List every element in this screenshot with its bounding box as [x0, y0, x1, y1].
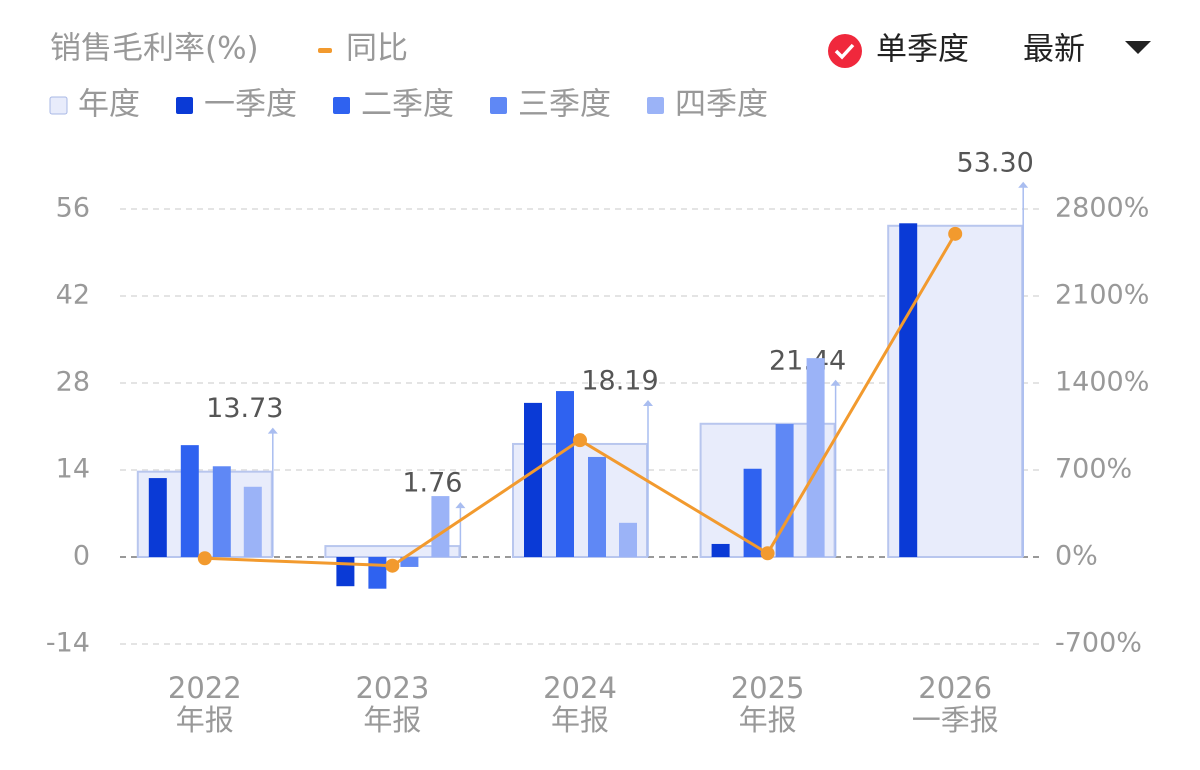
- quarter-bar: [619, 522, 637, 557]
- yoy-point: [385, 558, 400, 573]
- y-tick-label: 28: [56, 367, 90, 398]
- yoy-point: [948, 226, 963, 241]
- quarter-bar: [711, 543, 730, 557]
- quarter-bar: [180, 445, 199, 557]
- legend-swatch: [647, 97, 664, 114]
- y2-tick-label: 2100%: [1055, 280, 1149, 311]
- quarter-bar: [148, 478, 167, 557]
- y2-tick-label: 700%: [1055, 454, 1132, 485]
- y2-tick-label: 1400%: [1055, 367, 1149, 398]
- legend-swatch: [176, 97, 193, 114]
- quarter-bar: [899, 223, 918, 558]
- legend-label: 四季度: [675, 87, 768, 123]
- legend-label: 一季度: [204, 87, 297, 123]
- legend-swatch: [318, 48, 332, 53]
- x-tick-label: 2023: [355, 671, 429, 705]
- controls[interactable]: 单季度 最新: [828, 32, 1151, 69]
- x-tick-label: 2026: [918, 671, 992, 705]
- legend-label: 同比: [346, 31, 408, 67]
- quarter-bar: [775, 424, 794, 557]
- y-tick-label: 42: [56, 280, 90, 311]
- check-mark: [834, 43, 855, 60]
- annual-marker-head: [267, 427, 278, 434]
- x-tick-label: 年报: [363, 703, 421, 737]
- period-select[interactable]: 最新: [1023, 32, 1085, 68]
- annual-marker-head: [830, 379, 841, 386]
- legend-label: 二季度: [361, 87, 454, 123]
- y2-tick-label: 0%: [1055, 541, 1098, 572]
- yoy-point: [197, 551, 212, 566]
- yoy-point: [760, 546, 775, 561]
- quarter-bar: [556, 391, 574, 557]
- chart-title: 销售毛利率(%): [50, 31, 259, 67]
- quarter-bar: [400, 557, 419, 567]
- quarter-bar: [336, 557, 355, 587]
- quarter-bar: [431, 496, 450, 557]
- y2-tick-label: -700%: [1055, 628, 1142, 659]
- y-tick-label: 0: [73, 541, 90, 572]
- quarter-bar: [368, 557, 387, 589]
- value-label: 53.30: [957, 147, 1034, 178]
- annual-marker-head: [455, 502, 466, 509]
- quarter-bar: [524, 402, 542, 557]
- y-tick-label: 14: [56, 454, 90, 485]
- single-quarter-toggle[interactable]: 单季度: [876, 32, 969, 68]
- check-icon[interactable]: [828, 34, 862, 68]
- quarter-bar: [243, 486, 262, 557]
- value-label: 13.73: [206, 393, 283, 424]
- legend-label: 三季度: [518, 87, 611, 123]
- legend-label: 年度: [78, 87, 140, 123]
- y-tick-label: -14: [46, 628, 90, 659]
- y-tick-label: 56: [56, 193, 90, 224]
- yoy-point: [573, 433, 587, 448]
- value-label: 1.76: [402, 468, 462, 499]
- y2-tick-label: 2800%: [1055, 193, 1149, 224]
- legend-swatch: [333, 97, 350, 114]
- legend-swatch: [490, 97, 507, 114]
- quarter-bar: [588, 456, 606, 557]
- x-tick-label: 2025: [731, 671, 805, 705]
- x-tick-label: 一季报: [912, 703, 999, 737]
- x-tick-label: 年报: [551, 703, 609, 737]
- x-tick-label: 2024: [543, 671, 617, 705]
- annual-marker-head: [643, 399, 653, 406]
- legend-swatch: [49, 96, 68, 115]
- quarter-bar: [806, 358, 825, 557]
- x-tick-label: 2022: [168, 671, 242, 705]
- dropdown-arrow[interactable]: [1125, 41, 1151, 54]
- x-tick-label: 年报: [176, 703, 234, 737]
- annual-marker-head: [1018, 181, 1029, 188]
- annual-bar: [324, 545, 461, 559]
- quarter-bar: [212, 466, 231, 557]
- quarter-bar: [743, 468, 762, 557]
- value-label: 18.19: [581, 365, 658, 396]
- x-tick-label: 年报: [739, 703, 797, 737]
